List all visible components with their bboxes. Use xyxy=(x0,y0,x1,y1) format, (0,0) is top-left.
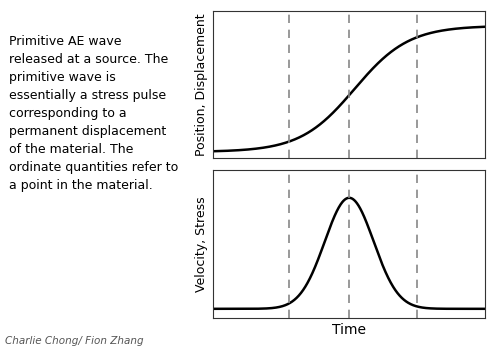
Y-axis label: Velocity, Stress: Velocity, Stress xyxy=(195,196,208,292)
Text: Charlie Chong/ Fion Zhang: Charlie Chong/ Fion Zhang xyxy=(5,336,143,346)
Y-axis label: Position, Displacement: Position, Displacement xyxy=(195,13,208,156)
Text: Primitive AE wave
released at a source. The
primitive wave is
essentially a stre: Primitive AE wave released at a source. … xyxy=(9,35,178,192)
X-axis label: Time: Time xyxy=(332,323,366,337)
